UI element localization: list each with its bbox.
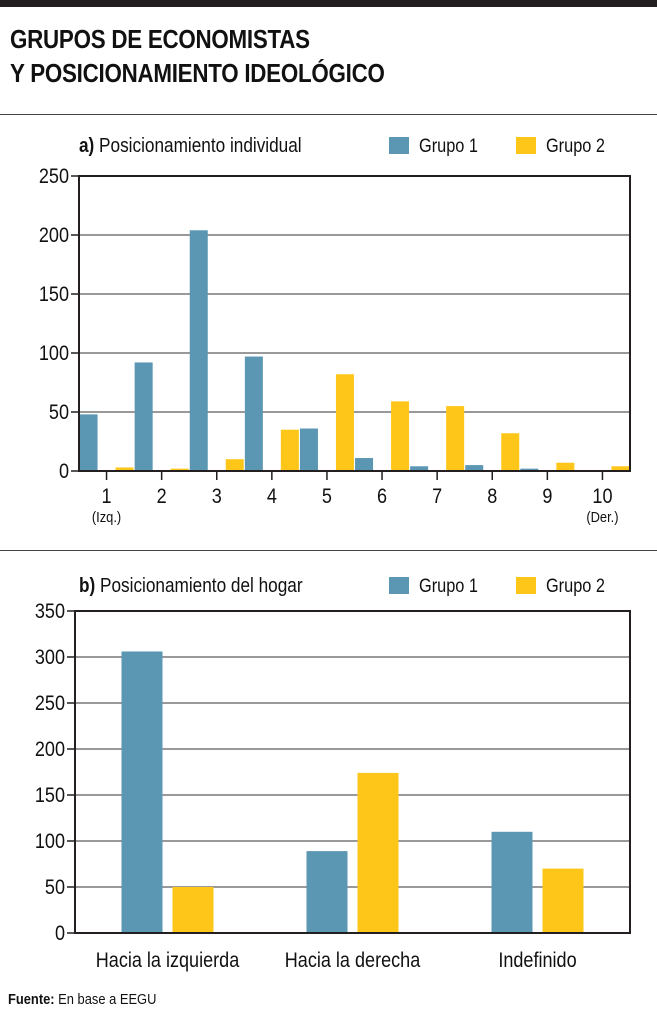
x-tick-label: 7: [432, 485, 442, 509]
chart-title-text: Posicionamiento del hogar: [95, 574, 302, 597]
legend-label-2: Grupo 2: [546, 135, 605, 156]
bar-grupo1: [355, 458, 374, 471]
y-tick-label: 150: [35, 784, 65, 808]
bar-grupo2: [115, 467, 134, 471]
y-tick-label: 200: [39, 224, 69, 248]
x-tick-label: 3: [212, 485, 222, 509]
x-tick-label: 10: [592, 485, 612, 509]
chart-panel-letter: a): [79, 134, 94, 157]
chart-panel-letter: b): [79, 574, 95, 597]
bar-grupo1: [520, 468, 539, 471]
bar-grupo1: [306, 851, 348, 933]
bar-grupo2: [542, 868, 584, 933]
chart-title-text: Posicionamiento individual: [94, 134, 301, 157]
source-note: Fuente: En base a EEGU: [8, 991, 156, 1008]
bar-grupo1: [121, 651, 163, 933]
x-tick-label: Indefinido: [498, 949, 576, 973]
bar-grupo2: [280, 429, 299, 471]
bar-grupo2: [172, 887, 214, 933]
x-tick-label: 9: [542, 485, 552, 509]
y-tick-label: 50: [49, 401, 69, 425]
legend-swatch-1: [389, 137, 409, 154]
legend-label-2: Grupo 2: [546, 575, 605, 596]
top-rule: [0, 0, 657, 7]
chart-individual: a) Posicionamiento individual Grupo 1 Grup…: [39, 134, 631, 525]
bar-grupo2: [170, 468, 189, 471]
bar-grupo1: [79, 414, 98, 471]
source-text: En base a EEGU: [58, 991, 157, 1008]
x-tick-label: 8: [487, 485, 497, 509]
bar-grupo1: [134, 362, 153, 471]
x-tick-label: 5: [322, 485, 332, 509]
y-tick-label: 150: [39, 283, 69, 307]
bar-grupo2: [225, 459, 244, 471]
bar-grupo2: [446, 406, 465, 471]
bar-grupo1: [244, 356, 263, 471]
bar-grupo1: [299, 428, 318, 471]
legend-swatch-2: [516, 137, 536, 154]
bar-grupo2: [611, 466, 630, 471]
bar-grupo1: [491, 831, 533, 933]
y-tick-label: 100: [35, 830, 65, 854]
bar-grupo1: [189, 230, 208, 471]
legend-swatch-1: [389, 577, 409, 594]
x-tick-label: 4: [267, 485, 277, 509]
title-line-2: Y POSICIONAMIENTO IDEOLÓGICO: [10, 58, 385, 88]
plot-frame: [74, 610, 631, 934]
bar-grupo1: [410, 466, 429, 471]
bar-grupo2: [391, 401, 410, 471]
source-label: Fuente:: [8, 991, 55, 1008]
y-tick-label: 0: [55, 922, 65, 946]
y-tick-label: 0: [59, 460, 69, 484]
page-title: GRUPOS DE ECONOMISTAS Y POSICIONAMIENTO …: [10, 22, 385, 90]
legend-swatch-2: [516, 577, 536, 594]
x-tick-note: (Izq.): [92, 508, 121, 525]
divider-middle: [0, 550, 657, 551]
chart-title: b) Posicionamiento del hogar: [79, 574, 303, 597]
y-tick-label: 350: [35, 600, 65, 624]
bar-grupo2: [556, 462, 575, 471]
y-tick-label: 300: [35, 646, 65, 670]
x-tick-label: Hacia la derecha: [285, 949, 421, 973]
x-tick-label: 2: [157, 485, 167, 509]
bar-grupo2: [335, 374, 354, 471]
y-tick-label: 200: [35, 738, 65, 762]
x-tick-label: 6: [377, 485, 387, 509]
y-tick-label: 100: [39, 342, 69, 366]
x-tick-label: 1: [102, 485, 112, 509]
legend-label-1: Grupo 1: [419, 135, 478, 156]
title-line-1: GRUPOS DE ECONOMISTAS: [10, 24, 310, 54]
bar-grupo2: [357, 772, 399, 933]
y-tick-label: 250: [39, 165, 69, 189]
plot-frame: [78, 175, 631, 472]
chart-title: a) Posicionamiento individual: [79, 134, 302, 157]
chart-household: b) Posicionamiento del hogar Grupo 1 Grupo…: [35, 574, 631, 973]
legend-label-1: Grupo 1: [419, 575, 478, 596]
x-tick-label: Hacia la izquierda: [96, 949, 240, 973]
y-tick-label: 250: [35, 692, 65, 716]
y-tick-label: 50: [45, 876, 65, 900]
divider-top: [0, 114, 657, 115]
bar-grupo1: [465, 465, 484, 471]
bar-grupo2: [501, 433, 520, 471]
x-tick-note: (Der.): [586, 508, 618, 525]
